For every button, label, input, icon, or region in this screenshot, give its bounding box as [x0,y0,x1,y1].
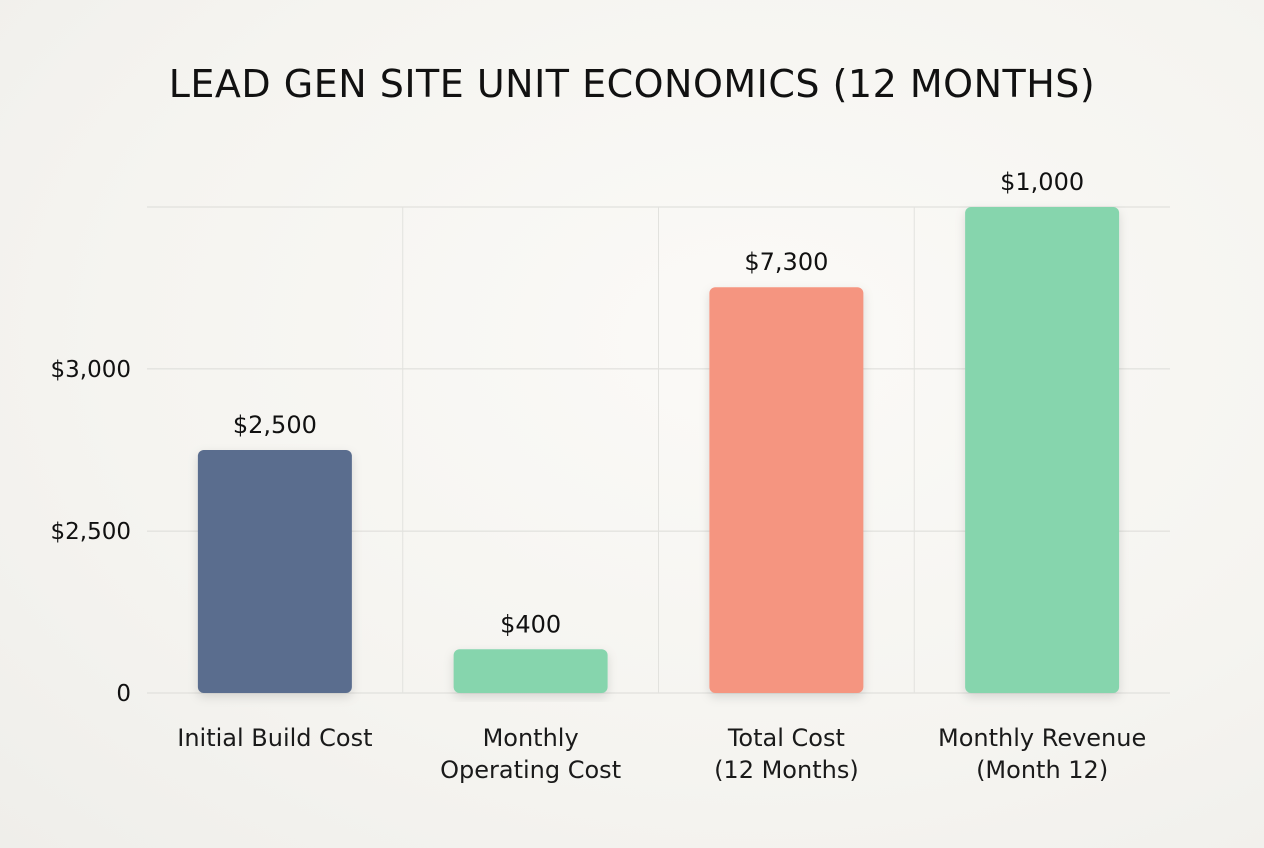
value-label: $1,000 [1000,168,1084,196]
bar [453,649,608,693]
bar [709,287,864,693]
x-tick-label: Operating Cost [440,756,621,784]
x-tick-label: Total Cost [727,724,845,752]
bars [197,207,1120,693]
value-label: $7,300 [744,248,828,276]
x-tick-label: (Month 12) [976,756,1108,784]
y-tick-label: 0 [116,681,131,707]
labels: 0 $2,500 $3,000 $2,500 Initial Build Cost $40… [51,168,1147,784]
y-tick-label: $2,500 [51,519,131,545]
value-label: $2,500 [233,411,317,439]
chart-title: LEAD GEN SITE UNIT ECONOMICS (12 MONTHS) [168,62,1096,106]
x-tick-label: Monthly [483,724,579,752]
value-label: $400 [500,610,561,638]
bar [197,450,352,693]
y-tick-label: $3,000 [51,357,131,383]
x-tick-label: (12 Months) [714,756,859,784]
x-tick-label: Initial Build Cost [177,724,372,752]
x-tick-label: Monthly Revenue [938,724,1146,752]
bar [965,207,1120,693]
